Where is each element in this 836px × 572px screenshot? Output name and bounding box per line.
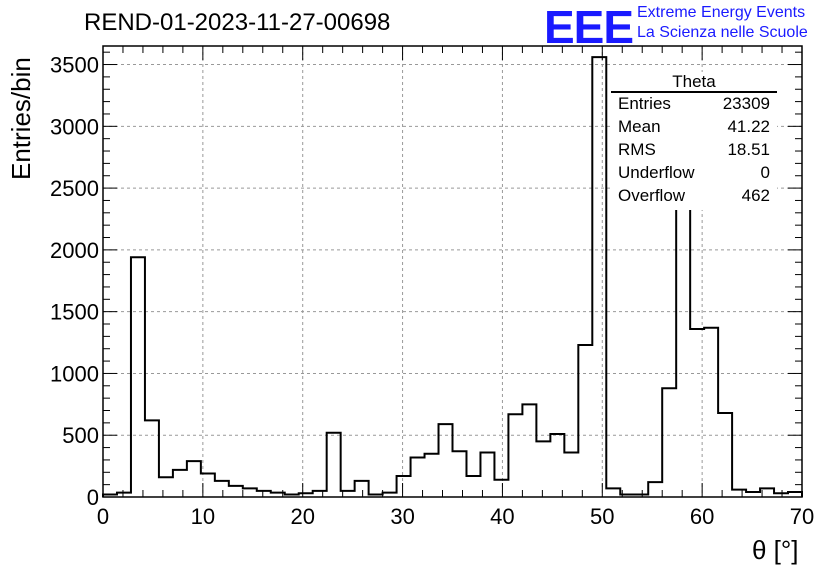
histogram-bin — [760, 488, 774, 497]
x-tick-label: 10 — [191, 504, 215, 529]
histogram-bin — [690, 329, 704, 497]
logo-line-1: Extreme Energy Events — [637, 4, 806, 21]
histogram-bin — [662, 388, 676, 497]
histogram-bin — [494, 480, 508, 497]
histogram-bin — [327, 433, 341, 497]
stats-label: Underflow — [618, 163, 695, 182]
histogram-bin — [159, 477, 173, 497]
x-tick-label: 50 — [590, 504, 614, 529]
histogram-bin — [355, 481, 369, 497]
y-tick-label: 500 — [62, 423, 99, 448]
y-tick-label: 1500 — [50, 300, 99, 325]
stats-value: 0 — [760, 163, 770, 182]
histogram-bin — [732, 490, 746, 497]
histogram-bin — [425, 454, 439, 497]
plot-frame — [102, 45, 803, 498]
histogram-bin — [718, 413, 732, 497]
histogram-bin — [173, 470, 187, 497]
x-tick-label: 30 — [390, 504, 414, 529]
stats-label: Mean — [618, 117, 661, 136]
histogram-bin — [131, 257, 145, 497]
x-tick-label: 0 — [97, 504, 109, 529]
histogram-bin — [411, 457, 425, 497]
logo-line-2: La Scienza nelle Scuole — [637, 24, 808, 41]
histogram-bin — [439, 424, 453, 497]
x-tick-label: 40 — [490, 504, 514, 529]
stats-value: 41.22 — [727, 117, 770, 136]
y-tick-label: 3000 — [50, 114, 99, 139]
chart-title: REND-01-2023-11-27-00698 — [84, 9, 391, 36]
histogram-bin — [480, 453, 494, 497]
histogram-bin — [606, 488, 620, 497]
histogram-bin — [145, 420, 159, 497]
y-tick-label: 1000 — [50, 361, 99, 386]
histogram-bin — [466, 476, 480, 497]
stats-label: Entries — [618, 94, 671, 113]
stats-box-name: Theta — [672, 72, 716, 91]
eee-logo: EEE — [544, 1, 634, 53]
x-axis-label: θ [°] — [752, 535, 799, 565]
histogram-bin — [578, 345, 592, 497]
stats-box: Theta Entries 23309 Mean 41.22 RMS 18.51… — [611, 72, 777, 210]
histogram-bin — [704, 328, 718, 497]
histogram-bin — [536, 441, 550, 497]
y-tick-label: 3500 — [50, 53, 99, 78]
histogram-bin — [564, 453, 578, 497]
y-tick-label: 0 — [87, 485, 99, 510]
histogram-bin — [550, 434, 564, 497]
y-axis-label: Entries/bin — [6, 57, 36, 180]
stats-label: RMS — [618, 140, 656, 159]
x-tick-label: 60 — [690, 504, 714, 529]
histogram-bin — [453, 451, 467, 497]
stats-value: 18.51 — [727, 140, 770, 159]
histogram-bin — [243, 488, 257, 497]
histogram-bin — [508, 414, 522, 497]
stats-value: 462 — [741, 186, 770, 205]
histogram-bin — [397, 476, 411, 497]
stats-value: 23309 — [722, 94, 770, 113]
x-tick-label: 20 — [290, 504, 314, 529]
stats-box-divider — [611, 91, 777, 93]
histogram-bin — [592, 57, 606, 497]
histogram-bin — [229, 486, 243, 497]
histogram-bin — [201, 474, 215, 497]
histogram-bin — [648, 482, 662, 497]
y-tick-label: 2000 — [50, 238, 99, 263]
histogram-bin — [522, 404, 536, 497]
y-tick-label: 2500 — [50, 176, 99, 201]
histogram-bin — [215, 481, 229, 497]
x-tick-label: 70 — [790, 504, 814, 529]
stats-label: Overflow — [618, 186, 686, 205]
histogram-bin — [187, 461, 201, 497]
